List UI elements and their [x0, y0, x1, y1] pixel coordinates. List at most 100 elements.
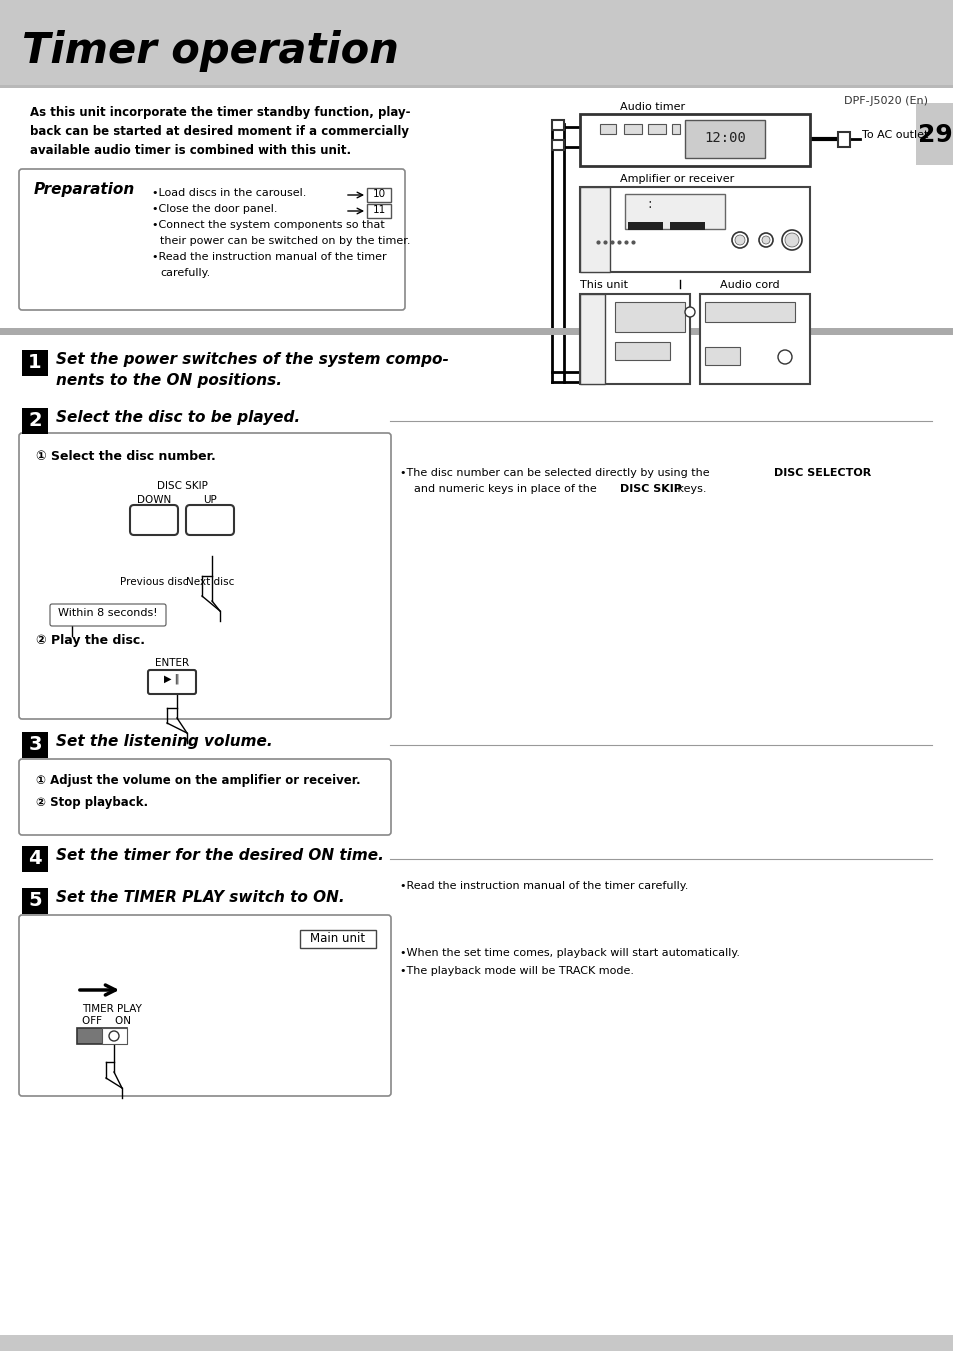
- Bar: [579, 295, 689, 384]
- Text: keys.: keys.: [673, 484, 706, 494]
- Bar: [579, 295, 604, 384]
- Bar: [624, 195, 724, 230]
- FancyBboxPatch shape: [19, 169, 405, 309]
- Text: DISC SKIP: DISC SKIP: [619, 484, 681, 494]
- Bar: [704, 303, 794, 322]
- Text: Next disc: Next disc: [186, 577, 233, 586]
- Text: Amplifier or receiver: Amplifier or receiver: [619, 174, 734, 184]
- Text: Set the power switches of the system compo-
nents to the ON positions.: Set the power switches of the system com…: [56, 353, 449, 388]
- Text: •Close the door panel.: •Close the door panel.: [152, 204, 277, 213]
- Bar: [22, 732, 48, 758]
- Bar: [579, 186, 609, 272]
- Text: As this unit incorporate the timer standby function, play-
back can be started a: As this unit incorporate the timer stand…: [30, 105, 410, 157]
- Bar: [915, 103, 953, 165]
- Text: •Connect the system components so that: •Connect the system components so that: [152, 220, 384, 230]
- Text: Audio cord: Audio cord: [720, 280, 779, 290]
- Bar: [367, 204, 391, 218]
- FancyBboxPatch shape: [19, 759, 391, 835]
- Circle shape: [778, 350, 791, 363]
- Bar: [299, 929, 375, 948]
- Text: 11: 11: [372, 205, 385, 215]
- Text: •The disc number can be selected directly by using the: •The disc number can be selected directl…: [399, 467, 713, 478]
- FancyBboxPatch shape: [19, 434, 391, 719]
- Text: Timer operation: Timer operation: [22, 30, 398, 72]
- Circle shape: [761, 236, 769, 245]
- Text: •Load discs in the carousel.: •Load discs in the carousel.: [152, 188, 306, 199]
- Circle shape: [781, 230, 801, 250]
- Circle shape: [759, 232, 772, 247]
- FancyBboxPatch shape: [50, 604, 166, 626]
- Bar: [671, 124, 679, 134]
- Bar: [837, 132, 849, 147]
- Text: •Read the instruction manual of the timer: •Read the instruction manual of the time…: [152, 253, 386, 262]
- Circle shape: [734, 235, 744, 245]
- Text: UP: UP: [203, 494, 216, 505]
- Text: OFF    ON: OFF ON: [82, 1016, 131, 1025]
- Text: Preparation: Preparation: [34, 182, 135, 197]
- Text: •Read the instruction manual of the timer carefully.: •Read the instruction manual of the time…: [399, 881, 688, 892]
- Bar: [647, 124, 665, 134]
- Bar: [0, 1335, 953, 1351]
- Circle shape: [731, 232, 747, 249]
- Text: Set the timer for the desired ON time.: Set the timer for the desired ON time.: [56, 848, 383, 863]
- Circle shape: [684, 307, 695, 317]
- Bar: [579, 113, 809, 166]
- Text: Previous disc: Previous disc: [120, 577, 188, 586]
- Text: :: :: [647, 197, 652, 211]
- Text: 2: 2: [29, 412, 42, 431]
- Bar: [102, 1028, 127, 1044]
- Bar: [22, 408, 48, 434]
- FancyBboxPatch shape: [186, 505, 233, 535]
- Text: 29: 29: [917, 123, 951, 147]
- Text: Main unit: Main unit: [310, 932, 365, 944]
- Text: ② Stop playback.: ② Stop playback.: [36, 796, 148, 809]
- Circle shape: [109, 1031, 119, 1042]
- Bar: [704, 347, 740, 365]
- Bar: [684, 120, 764, 158]
- Circle shape: [784, 232, 799, 247]
- Text: Audio timer: Audio timer: [619, 101, 684, 112]
- Bar: [22, 846, 48, 871]
- Bar: [599, 124, 616, 134]
- Bar: [22, 888, 48, 915]
- FancyBboxPatch shape: [19, 915, 391, 1096]
- Text: DISC SELECTOR: DISC SELECTOR: [773, 467, 870, 478]
- Text: 3: 3: [29, 735, 42, 754]
- Text: ① Adjust the volume on the amplifier or receiver.: ① Adjust the volume on the amplifier or …: [36, 774, 360, 788]
- Text: carefully.: carefully.: [160, 267, 210, 278]
- Text: their power can be switched on by the timer.: their power can be switched on by the ti…: [160, 236, 410, 246]
- Text: Set the TIMER PLAY switch to ON.: Set the TIMER PLAY switch to ON.: [56, 890, 344, 905]
- Bar: [700, 295, 809, 384]
- Text: Select the disc to be played.: Select the disc to be played.: [56, 409, 300, 426]
- Text: 5: 5: [29, 892, 42, 911]
- Text: ① Select the disc number.: ① Select the disc number.: [36, 450, 215, 463]
- Text: •When the set time comes, playback will start automatically.: •When the set time comes, playback will …: [399, 948, 740, 958]
- Text: 10: 10: [372, 189, 385, 199]
- Bar: [615, 303, 684, 332]
- Text: DOWN: DOWN: [136, 494, 171, 505]
- Bar: [552, 141, 563, 150]
- Text: ENTER: ENTER: [154, 658, 189, 667]
- Text: ② Play the disc.: ② Play the disc.: [36, 634, 145, 647]
- FancyBboxPatch shape: [148, 670, 195, 694]
- Bar: [367, 188, 391, 203]
- Text: 4: 4: [29, 850, 42, 869]
- Text: •The playback mode will be TRACK mode.: •The playback mode will be TRACK mode.: [399, 966, 634, 975]
- Bar: [0, 328, 953, 335]
- Bar: [623, 124, 641, 134]
- Text: 12:00: 12:00: [703, 131, 745, 145]
- Text: Within 8 seconds!: Within 8 seconds!: [58, 608, 157, 617]
- Bar: [579, 186, 809, 272]
- Text: 1: 1: [29, 354, 42, 373]
- Text: and numeric keys in place of the: and numeric keys in place of the: [414, 484, 599, 494]
- Bar: [77, 1028, 127, 1044]
- Text: To AC outlet: To AC outlet: [862, 130, 927, 141]
- Text: Set the listening volume.: Set the listening volume.: [56, 734, 273, 748]
- Text: ▶ ‖: ▶ ‖: [164, 674, 179, 685]
- Text: DPF-J5020 (En): DPF-J5020 (En): [843, 96, 927, 105]
- Text: This unit: This unit: [579, 280, 627, 290]
- FancyBboxPatch shape: [130, 505, 178, 535]
- Text: TIMER PLAY: TIMER PLAY: [82, 1004, 142, 1015]
- Bar: [669, 222, 704, 230]
- Bar: [0, 85, 953, 88]
